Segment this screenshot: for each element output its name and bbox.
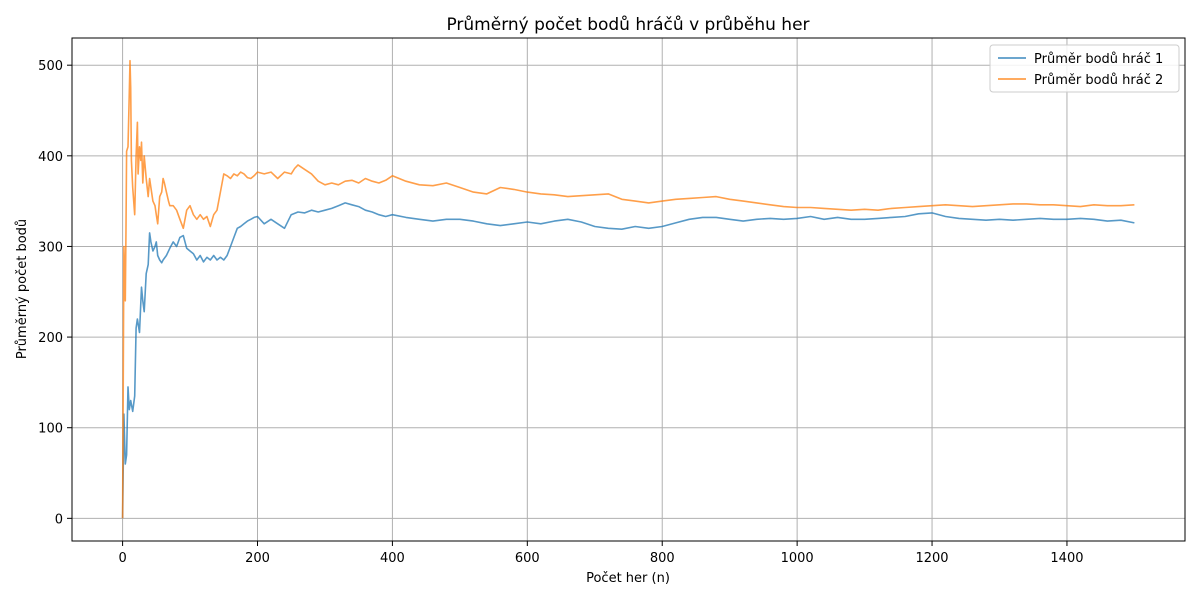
y-tick-label: 100 xyxy=(38,422,63,437)
axis-ticks: 0 200 400 600 800 1000 1200 1400 0 100 200 300 400 50… xyxy=(38,59,1083,566)
chart-title: Průměrný počet bodů hráčů v průběhu her xyxy=(446,15,809,35)
y-tick-label: 400 xyxy=(38,150,63,165)
x-tick-label: 200 xyxy=(245,551,270,566)
y-tick-label: 300 xyxy=(38,240,63,255)
x-tick-label: 400 xyxy=(380,551,405,566)
y-tick-label: 200 xyxy=(38,331,63,346)
legend-label: Průměr bodů hráč 1 xyxy=(1034,52,1163,67)
x-tick-label: 1400 xyxy=(1050,551,1083,566)
plot-frame xyxy=(71,37,1186,542)
series-line-player-2 xyxy=(121,59,1135,519)
series-line-player-1 xyxy=(121,202,1135,519)
x-tick-label: 0 xyxy=(118,551,126,566)
x-tick-label: 1200 xyxy=(915,551,948,566)
x-tick-label: 1000 xyxy=(781,551,814,566)
x-tick-label: 600 xyxy=(515,551,540,566)
x-axis-label: Počet her (n) xyxy=(586,571,670,586)
legend-label: Průměr bodů hráč 2 xyxy=(1034,73,1163,88)
grid-lines xyxy=(72,38,1185,541)
y-axis-label: Průměrný počet bodů xyxy=(15,219,30,359)
x-tick-label: 800 xyxy=(650,551,675,566)
legend-box xyxy=(989,44,1180,93)
y-tick-label: 0 xyxy=(55,512,63,527)
series-layer xyxy=(121,59,1135,519)
legend: Průměr bodů hráč 1 Průměr bodů hráč 2 xyxy=(989,44,1180,93)
y-tick-label: 500 xyxy=(38,59,63,74)
